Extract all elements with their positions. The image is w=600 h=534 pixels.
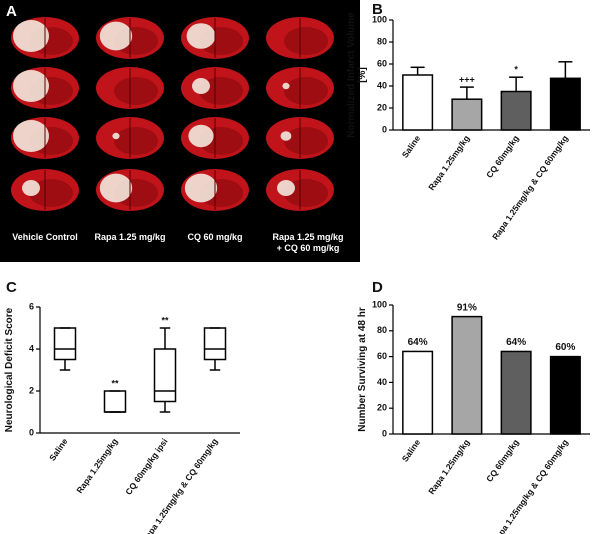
- lesion: [112, 132, 120, 140]
- y-tick-label: 100: [372, 14, 387, 24]
- brain-slice-shade: [284, 27, 328, 55]
- brain-slice-shade: [29, 179, 73, 207]
- value-label: 60%: [555, 342, 575, 353]
- bar: [402, 74, 434, 131]
- y-axis-label: Normalized Infarct Volume: [346, 12, 357, 138]
- image-caption: Rapa 1.25 mg/kg: [272, 232, 343, 242]
- brain-slice-shade: [199, 77, 243, 105]
- y-tick-label: 0: [382, 124, 387, 134]
- x-tick-label: Saline: [47, 436, 70, 462]
- image-caption: + CQ 60 mg/kg: [277, 243, 340, 253]
- brain-slice-shade: [284, 179, 328, 207]
- y-axis-label: Number Surviving at 48 hr: [357, 307, 368, 432]
- panel-letter: C: [6, 279, 17, 296]
- image-caption: CQ 60 mg/kg: [187, 232, 242, 242]
- brain-slice-shade: [284, 77, 328, 105]
- annotation: *: [514, 65, 518, 75]
- brain-slice-shade: [284, 127, 328, 155]
- bar: [451, 98, 483, 131]
- y-tick-label: 40: [377, 377, 387, 387]
- lesion: [22, 180, 40, 196]
- box: [153, 348, 177, 403]
- x-tick-label: Saline: [400, 437, 423, 463]
- y-tick-label: 60: [377, 58, 387, 68]
- y-tick-label: 80: [377, 36, 387, 46]
- x-tick-label: Rapa 1.25mg/kg: [426, 133, 471, 192]
- value-label: 64%: [506, 337, 526, 348]
- bar: [402, 350, 434, 435]
- image-caption: Vehicle Control: [12, 232, 78, 242]
- y-axis-label: Neurological Deficit Score: [4, 307, 15, 432]
- box: [203, 327, 227, 361]
- annotation: +++: [459, 74, 475, 84]
- y-tick-label: 4: [29, 343, 34, 353]
- lesion: [13, 20, 49, 52]
- y-tick-label: 2: [29, 385, 34, 395]
- y-tick-label: 40: [377, 80, 387, 90]
- x-tick-label: CQ 60mg/kg ipsi: [123, 436, 169, 496]
- panel-letter: D: [372, 279, 383, 296]
- value-label: 91%: [457, 302, 477, 313]
- box: [53, 327, 77, 361]
- image-caption: Rapa 1.25 mg/kg: [94, 232, 165, 242]
- bar: [549, 77, 581, 131]
- lesion: [13, 120, 49, 152]
- brain-slice-shade: [114, 127, 158, 155]
- y-tick-label: 20: [377, 403, 387, 413]
- y-tick-label: 60: [377, 351, 387, 361]
- annotation: **: [111, 378, 119, 388]
- panel-letter: B: [372, 1, 383, 18]
- value-label: 64%: [408, 337, 428, 348]
- lesion: [99, 173, 133, 203]
- bar: [500, 90, 532, 131]
- panel-letter: A: [6, 3, 17, 20]
- y-axis-label: [%]: [357, 67, 368, 83]
- lesion: [282, 82, 290, 90]
- y-tick-label: 20: [377, 102, 387, 112]
- y-tick-label: 6: [29, 301, 34, 311]
- lesion: [280, 131, 292, 141]
- x-tick-label: Rapa 1.25mg/kg: [426, 437, 471, 496]
- y-tick-label: 0: [382, 428, 387, 438]
- lesion: [99, 21, 133, 51]
- bar: [451, 315, 483, 435]
- bar: [549, 355, 581, 435]
- lesion: [192, 78, 210, 94]
- y-tick-label: 80: [377, 325, 387, 335]
- y-tick-label: 0: [29, 427, 34, 437]
- annotation: **: [161, 315, 169, 325]
- bar: [500, 350, 532, 435]
- x-tick-label: Rapa 1.25mg/kg: [74, 436, 119, 495]
- lesion: [186, 23, 216, 49]
- lesion: [277, 180, 295, 196]
- box: [103, 390, 127, 413]
- x-tick-label: CQ 60mg/kg: [484, 437, 521, 483]
- x-tick-label: Saline: [400, 133, 423, 159]
- lesion: [184, 173, 218, 203]
- lesion: [188, 124, 214, 148]
- y-tick-label: 100: [372, 299, 387, 309]
- brain-slice-shade: [114, 77, 158, 105]
- x-tick-label: CQ 60mg/kg: [484, 133, 521, 179]
- lesion: [13, 70, 49, 102]
